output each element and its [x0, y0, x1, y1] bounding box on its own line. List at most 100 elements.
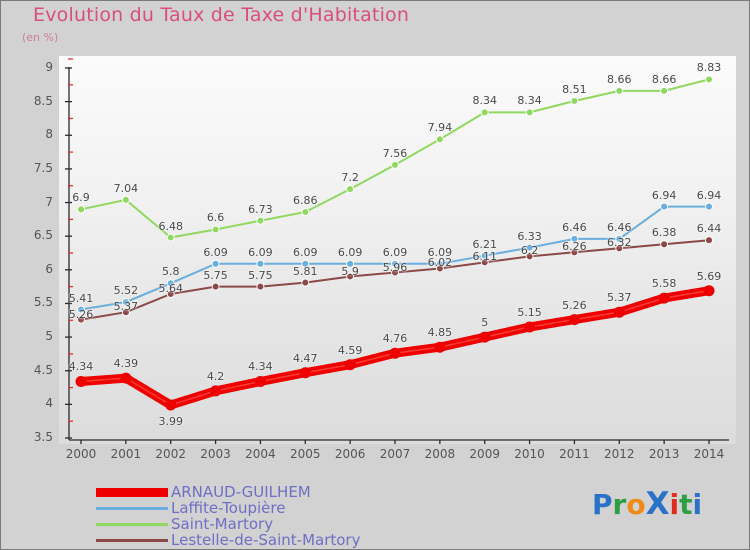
logo-letter-o-2: o — [626, 488, 646, 521]
data-point-label: 6.73 — [248, 202, 273, 216]
y-axis-tick-label: 8.5 — [33, 93, 53, 108]
series-marker-0-2 — [165, 399, 177, 411]
x-axis-tick-label: 2000 — [65, 447, 97, 461]
legend-swatch-icon — [96, 506, 168, 510]
y-axis-tick-label: 5.5 — [33, 295, 53, 310]
data-point-label: 7.04 — [113, 181, 139, 195]
data-point-label: 4.76 — [382, 332, 408, 346]
series-marker-1-13 — [660, 202, 669, 211]
proxiti-logo[interactable]: ProXiti — [592, 486, 702, 522]
data-point-label: 6.2 — [520, 244, 539, 258]
x-axis-tick-label: 2014 — [693, 447, 725, 461]
data-point-label: 6.9 — [72, 191, 90, 205]
data-point-label: 5.9 — [341, 264, 359, 278]
series-marker-1-14 — [705, 202, 713, 211]
data-point-label: 5.26 — [562, 298, 587, 312]
data-point-label: 8.51 — [562, 82, 587, 96]
logo-letter-i-4: i — [669, 488, 680, 521]
data-point-label: 6.6 — [206, 211, 225, 225]
legend-swatch-icon — [96, 538, 168, 542]
chart-unit-subtitle: (en %) — [22, 31, 59, 44]
series-marker-2-13 — [660, 86, 669, 95]
series-marker-0-10 — [524, 321, 536, 333]
data-point-label: 6.48 — [158, 219, 183, 233]
series-marker-1-1 — [121, 298, 130, 307]
legend-item-0[interactable]: ARNAUD-GUILHEM — [96, 483, 360, 501]
series-marker-3-1 — [121, 308, 130, 317]
data-point-label: 5.52 — [113, 284, 139, 298]
series-marker-3-11 — [570, 248, 579, 257]
series-marker-3-0 — [77, 315, 85, 324]
series-marker-0-4 — [254, 376, 266, 387]
data-point-label: 4.85 — [427, 326, 453, 340]
data-point-label: 5.37 — [607, 291, 632, 305]
data-point-label: 4.47 — [293, 351, 318, 365]
y-axis-tick-label: 7.5 — [33, 160, 53, 175]
data-point-label: 6.46 — [562, 220, 587, 234]
legend-label: ARNAUD-GUILHEM — [171, 483, 311, 501]
series-marker-2-4 — [256, 216, 265, 225]
series-marker-1-10 — [525, 243, 534, 252]
series-marker-3-13 — [660, 240, 669, 249]
y-axis-tick-label: 7 — [45, 194, 53, 209]
series-marker-0-7 — [389, 347, 401, 359]
series-marker-2-5 — [301, 208, 310, 216]
x-axis-tick-label: 2013 — [648, 447, 680, 461]
data-point-label: 6.44 — [696, 222, 722, 236]
data-point-label: 6.86 — [293, 193, 318, 207]
series-marker-3-7 — [391, 268, 399, 277]
data-point-label: 5.15 — [517, 306, 542, 319]
logo-letter-x-3: X — [645, 486, 670, 522]
legend-line — [96, 538, 168, 542]
data-point-label: 6.38 — [651, 226, 677, 240]
data-point-label: 7.94 — [427, 121, 453, 135]
series-marker-2-1 — [121, 195, 130, 204]
data-point-label: 8.83 — [696, 61, 722, 75]
series-marker-0-11 — [568, 314, 580, 326]
data-point-label: 8.34 — [517, 94, 542, 108]
series-marker-0-6 — [344, 359, 356, 371]
series-marker-2-0 — [77, 205, 85, 214]
data-point-label: 6.09 — [293, 245, 318, 259]
series-marker-2-11 — [570, 97, 579, 105]
series-marker-3-3 — [211, 282, 220, 291]
data-point-label: 6.94 — [651, 188, 677, 202]
x-axis-tick-label: 2001 — [110, 447, 142, 461]
data-point-label: 6.21 — [472, 237, 497, 251]
legend-label: Saint-Martory — [171, 515, 274, 533]
data-point-label: 6.94 — [696, 188, 722, 202]
series-marker-0-3 — [210, 385, 222, 397]
logo-letter-p-0: P — [592, 488, 613, 521]
legend-item-2[interactable]: Saint-Martory — [96, 515, 360, 533]
data-point-label: 5 — [481, 316, 489, 330]
series-marker-1-3 — [211, 259, 220, 268]
series-marker-1-5 — [301, 259, 310, 268]
series-marker-1-4 — [256, 259, 265, 268]
series-marker-3-14 — [705, 236, 713, 245]
series-marker-3-6 — [346, 272, 355, 281]
data-point-label: 4.34 — [68, 360, 94, 374]
series-marker-0-13 — [658, 292, 670, 304]
series-marker-0-12 — [613, 306, 625, 318]
x-axis-tick-label: 2007 — [379, 447, 411, 461]
series-marker-1-7 — [391, 259, 399, 268]
legend-swatch-icon — [96, 487, 168, 497]
series-marker-0-5 — [299, 367, 311, 379]
legend-item-3[interactable]: Lestelle-de-Saint-Martory — [96, 531, 361, 549]
data-point-label: 6.09 — [427, 245, 453, 259]
y-axis-tick-label: 6.5 — [33, 228, 53, 243]
data-point-label: 8.34 — [472, 94, 497, 108]
data-point-label: 5.69 — [696, 269, 722, 283]
series-marker-2-12 — [615, 86, 624, 95]
y-axis-tick-label: 6 — [45, 261, 53, 276]
data-point-label: 5.81 — [293, 264, 318, 278]
series-marker-3-12 — [615, 244, 624, 253]
series-marker-3-9 — [480, 258, 489, 267]
data-point-label: 5.58 — [651, 277, 677, 291]
legend-label: Lestelle-de-Saint-Martory — [171, 531, 361, 549]
series-marker-2-8 — [435, 135, 444, 144]
data-point-label: 8.66 — [651, 72, 677, 86]
data-point-label: 6.33 — [517, 229, 542, 243]
legend-item-1[interactable]: Laffite-Toupière — [96, 499, 360, 517]
data-point-label: 6.46 — [607, 220, 632, 234]
